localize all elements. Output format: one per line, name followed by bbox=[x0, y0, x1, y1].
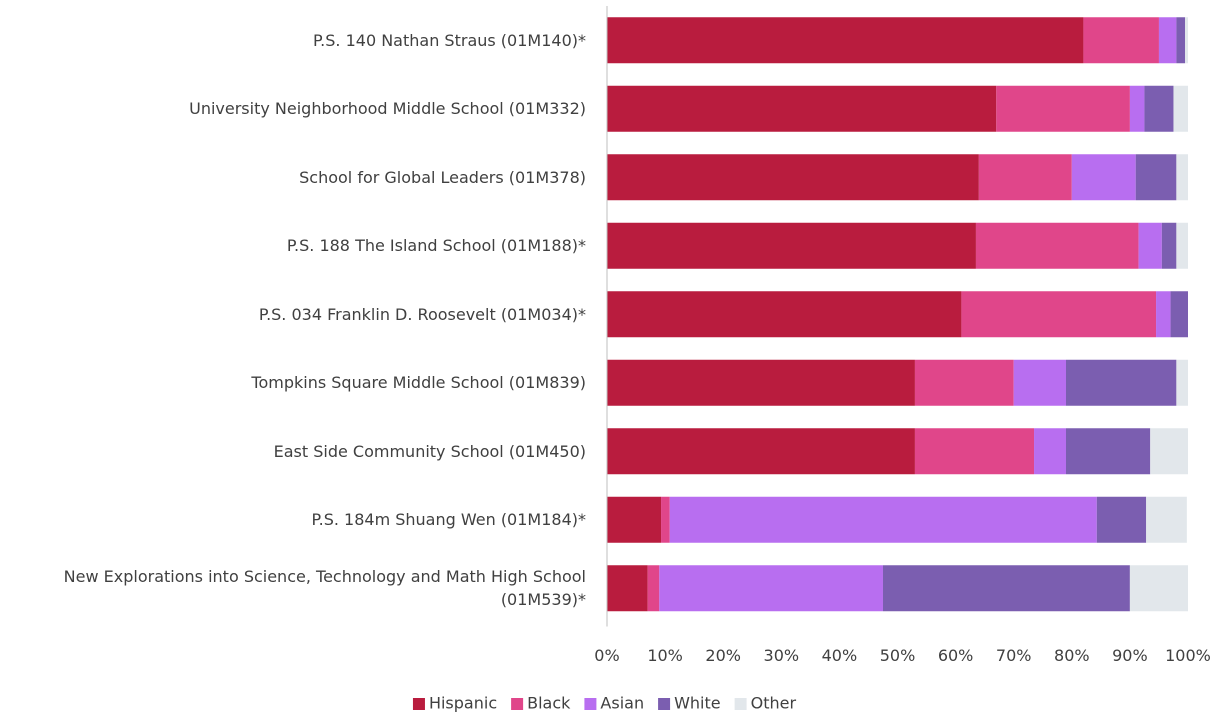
legend-swatch bbox=[734, 698, 747, 710]
y-tick-label: P.S. 184m Shuang Wen (01M184)* bbox=[0, 490, 586, 550]
x-tick-label: 70% bbox=[996, 646, 1032, 665]
bar-segment bbox=[669, 496, 1097, 543]
legend-label: White bbox=[674, 694, 721, 713]
category-label: P.S. 184m Shuang Wen (01M184)* bbox=[311, 510, 586, 530]
category-label: Tompkins Square Middle School (01M839) bbox=[251, 373, 586, 393]
category-label: P.S. 188 The Island School (01M188)* bbox=[286, 236, 586, 256]
bar-segment bbox=[607, 428, 915, 475]
x-tick-label: 20% bbox=[705, 646, 741, 665]
legend-swatch bbox=[511, 698, 524, 710]
y-tick-label: P.S. 140 Nathan Straus (01M140)* bbox=[0, 10, 586, 70]
y-tick-label: P.S. 034 Franklin D. Roosevelt (01M034)* bbox=[0, 284, 586, 344]
y-tick-label: Tompkins Square Middle School (01M839) bbox=[0, 353, 586, 413]
legend-label: Asian bbox=[600, 694, 644, 713]
legend-swatch bbox=[584, 698, 597, 710]
y-tick-label: University Neighborhood Middle School (0… bbox=[0, 79, 586, 139]
bar-segment bbox=[1150, 428, 1188, 475]
bar-segment bbox=[1013, 359, 1066, 406]
bar-segment bbox=[1065, 359, 1177, 406]
bar-segment bbox=[607, 222, 976, 269]
bar-segment bbox=[1146, 496, 1187, 543]
bar-segment bbox=[661, 496, 670, 543]
bar-segment bbox=[647, 565, 660, 612]
bar-segment bbox=[1170, 291, 1188, 338]
y-tick-label: New Explorations into Science, Technolog… bbox=[0, 558, 586, 618]
bar-segment bbox=[1034, 428, 1066, 475]
y-tick-label: P.S. 188 The Island School (01M188)* bbox=[0, 216, 586, 276]
category-label: University Neighborhood Middle School (0… bbox=[189, 99, 586, 119]
bar-segment bbox=[607, 17, 1084, 64]
bar-segment bbox=[1161, 222, 1177, 269]
bar-segment bbox=[996, 85, 1130, 132]
bar-segment bbox=[961, 291, 1157, 338]
x-tick-label: 80% bbox=[1054, 646, 1090, 665]
legend-label: Other bbox=[751, 694, 797, 713]
bar-segment bbox=[1129, 85, 1145, 132]
bar-segment bbox=[1173, 85, 1188, 132]
bar-segment bbox=[607, 565, 648, 612]
bar-segment bbox=[1156, 291, 1171, 338]
bar-segment bbox=[1158, 17, 1177, 64]
bar-segment bbox=[607, 154, 979, 201]
category-label: East Side Community School (01M450) bbox=[273, 441, 586, 461]
x-tick-label: 100% bbox=[1165, 646, 1211, 665]
bar-segment bbox=[1135, 154, 1177, 201]
bar-segment bbox=[978, 154, 1072, 201]
x-tick-label: 90% bbox=[1112, 646, 1148, 665]
bar-segment bbox=[1176, 17, 1186, 64]
y-tick-label: East Side Community School (01M450) bbox=[0, 421, 586, 481]
bar-segment bbox=[1065, 428, 1151, 475]
legend-swatch bbox=[412, 698, 425, 710]
legend-swatch bbox=[658, 698, 671, 710]
bar-segment bbox=[1071, 154, 1136, 201]
category-label: P.S. 034 Franklin D. Roosevelt (01M034)* bbox=[258, 304, 586, 324]
bar-segment bbox=[1176, 222, 1188, 269]
bar-segment bbox=[607, 291, 962, 338]
x-tick-label: 0% bbox=[594, 646, 619, 665]
bar-segment bbox=[914, 359, 1014, 406]
x-tick-label: 30% bbox=[764, 646, 800, 665]
bar-segment bbox=[1096, 496, 1147, 543]
bar-segment bbox=[975, 222, 1139, 269]
x-tick-label: 50% bbox=[880, 646, 916, 665]
category-label: New Explorations into Science, Technolog… bbox=[63, 567, 586, 610]
x-tick-label: 40% bbox=[822, 646, 858, 665]
bar-segment bbox=[1083, 17, 1159, 64]
bar-segment bbox=[882, 565, 1130, 612]
bar-segment bbox=[1144, 85, 1174, 132]
bar-segment bbox=[1138, 222, 1162, 269]
bar-segment bbox=[607, 359, 915, 406]
bar-segment bbox=[1176, 154, 1188, 201]
x-tick-label: 60% bbox=[938, 646, 974, 665]
bar-segment bbox=[1129, 565, 1188, 612]
legend-label: Hispanic bbox=[429, 694, 497, 713]
bar-segment bbox=[1176, 359, 1188, 406]
bar-segment bbox=[607, 496, 662, 543]
bar-segment bbox=[607, 85, 997, 132]
bar-segment bbox=[914, 428, 1035, 475]
category-label: School for Global Leaders (01M378) bbox=[299, 167, 586, 187]
y-tick-label: School for Global Leaders (01M378) bbox=[0, 147, 586, 207]
bar-segment bbox=[659, 565, 883, 612]
legend-label: Black bbox=[527, 694, 571, 713]
category-label: P.S. 140 Nathan Straus (01M140)* bbox=[313, 30, 586, 50]
bar-segment bbox=[1185, 17, 1188, 64]
x-tick-label: 10% bbox=[647, 646, 683, 665]
